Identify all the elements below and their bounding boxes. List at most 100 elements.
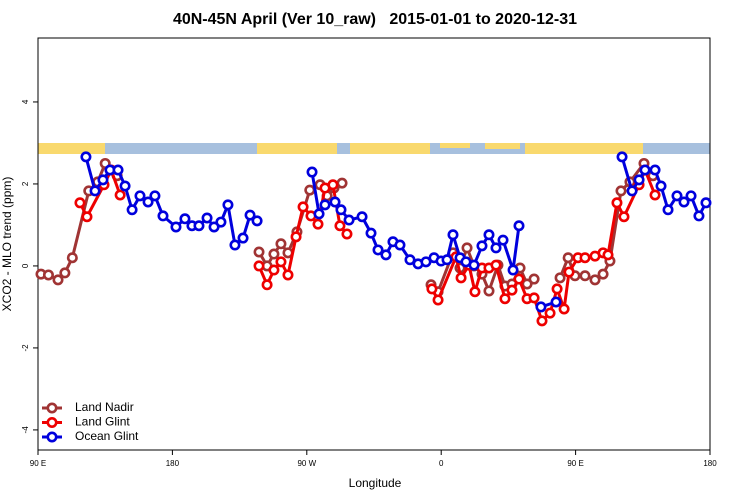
point [356,211,368,223]
point [558,303,570,315]
chart-title: 40N-45N April (Ver 10_raw) 2015-01-01 to… [173,11,577,28]
point [319,199,331,211]
point [506,284,518,296]
point [142,196,154,208]
point [157,210,169,222]
point [639,164,651,176]
point [126,204,138,216]
point [114,189,126,201]
point [678,196,690,208]
point [671,190,683,202]
point [649,189,661,201]
point [312,218,324,230]
land-strip [350,143,430,154]
point [343,214,355,226]
point [562,252,574,264]
point [112,164,124,176]
point [597,268,609,280]
point [244,209,256,221]
point [42,269,54,281]
point [253,260,265,272]
point [563,266,575,278]
point [365,227,377,239]
land-strip [525,143,643,154]
point [74,197,86,209]
land-strip [38,143,105,154]
point [497,234,509,246]
x-tick-label: 90 E [30,459,46,468]
point [536,315,548,327]
point [80,151,92,163]
point [253,246,265,258]
legend-label: Land Nadir [75,400,134,414]
point [579,252,591,264]
y-axis-label: XCO2 - MLO trend (ppm) [0,177,14,312]
point [81,211,93,223]
point [251,215,263,227]
point [441,254,453,266]
point [336,177,348,189]
point [329,196,341,208]
legend-label: Ocean Glint [75,429,139,443]
legend-marker [46,402,58,414]
point [66,252,78,264]
x-tick-label: 180 [703,459,717,468]
point [618,211,630,223]
x-tick-label: 0 [439,459,444,468]
point [327,179,339,191]
legend-marker [46,431,58,443]
point [461,242,473,254]
point [341,228,353,240]
point [507,264,519,276]
point [693,210,705,222]
point [649,164,661,176]
point [275,256,287,268]
legend-marker [46,416,58,428]
point [89,185,101,197]
point [313,208,325,220]
point [513,273,525,285]
point [335,204,347,216]
series [80,151,712,313]
point [528,273,540,285]
point [179,213,191,225]
y-tick-label: 2 [21,181,30,186]
point [662,204,674,216]
y-tick-label: -2 [21,344,30,352]
point [201,212,213,224]
point [52,274,64,286]
point [306,166,318,178]
point [149,190,161,202]
y-tick-label: -4 [21,426,30,434]
point [483,285,495,297]
point [394,239,406,251]
land-strip [485,143,520,149]
point [544,307,556,319]
x-tick-label: 90 E [567,459,583,468]
point [602,249,614,261]
point [372,244,384,256]
point [297,201,309,213]
point [633,174,645,186]
y-tick-label: 0 [21,263,30,268]
point [134,190,146,202]
point [476,240,488,252]
point [222,199,234,211]
point [483,229,495,241]
point [170,221,182,233]
point [490,259,502,271]
y-tick-label: 4 [21,99,30,104]
point [468,259,480,271]
point [455,272,467,284]
point [611,197,623,209]
point [193,220,205,232]
point [499,293,511,305]
series [35,157,659,298]
point [275,238,287,250]
point [551,283,563,295]
point [447,229,459,241]
point [404,254,416,266]
x-tick-label: 180 [166,459,180,468]
